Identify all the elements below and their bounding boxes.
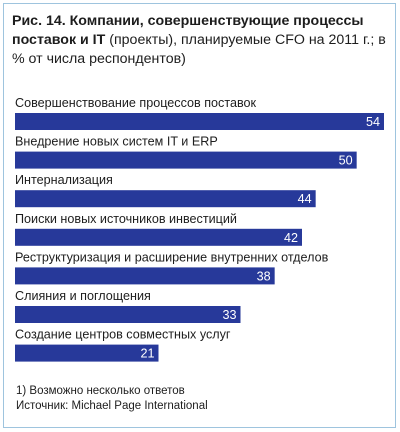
value-label: 42	[284, 231, 298, 245]
bar	[15, 190, 316, 208]
figure-label: Рис. 14.	[12, 13, 66, 29]
bar	[15, 344, 159, 362]
category-label: Реструктуризация и расширение внутренних…	[15, 250, 329, 264]
bar	[15, 306, 241, 323]
category-label: Интернализация	[15, 173, 113, 187]
bars-layer: Совершенствование процессов поставок 54 Вн…	[15, 96, 384, 362]
category-label: Совершенствование процессов поставок	[15, 96, 257, 110]
footnote-source: Источник: Michael Page International	[16, 400, 208, 412]
category-label: Слияния и поглощения	[15, 289, 151, 303]
value-label: 21	[140, 347, 154, 361]
bar	[15, 267, 275, 285]
bar	[15, 113, 384, 130]
footnotes: 1) Возможно несколько ответов Источник: …	[16, 384, 208, 414]
bar	[15, 228, 302, 246]
value-label: 54	[366, 115, 380, 129]
category-label: Внедрение новых систем IT и ERP	[15, 135, 218, 149]
footnote-note: 1) Возможно несколько ответов	[16, 385, 185, 397]
value-label: 50	[339, 154, 353, 168]
value-label: 44	[298, 192, 312, 206]
category-label: Поиски новых источников инвестиций	[15, 212, 237, 226]
figure-frame	[3, 3, 396, 428]
bar	[15, 151, 357, 169]
value-label: 33	[222, 308, 236, 322]
title-bold-text: Компании, совершенствующие процессы пост…	[12, 13, 364, 48]
title-regular-text: (проекты), планируемые CFO на 2011 г.; в…	[12, 32, 386, 67]
value-label: 38	[257, 269, 271, 283]
chart-title: Рис. 14. Компании, совершенствующие проц…	[12, 12, 392, 69]
category-label: Создание центров совместных услуг	[15, 328, 231, 342]
